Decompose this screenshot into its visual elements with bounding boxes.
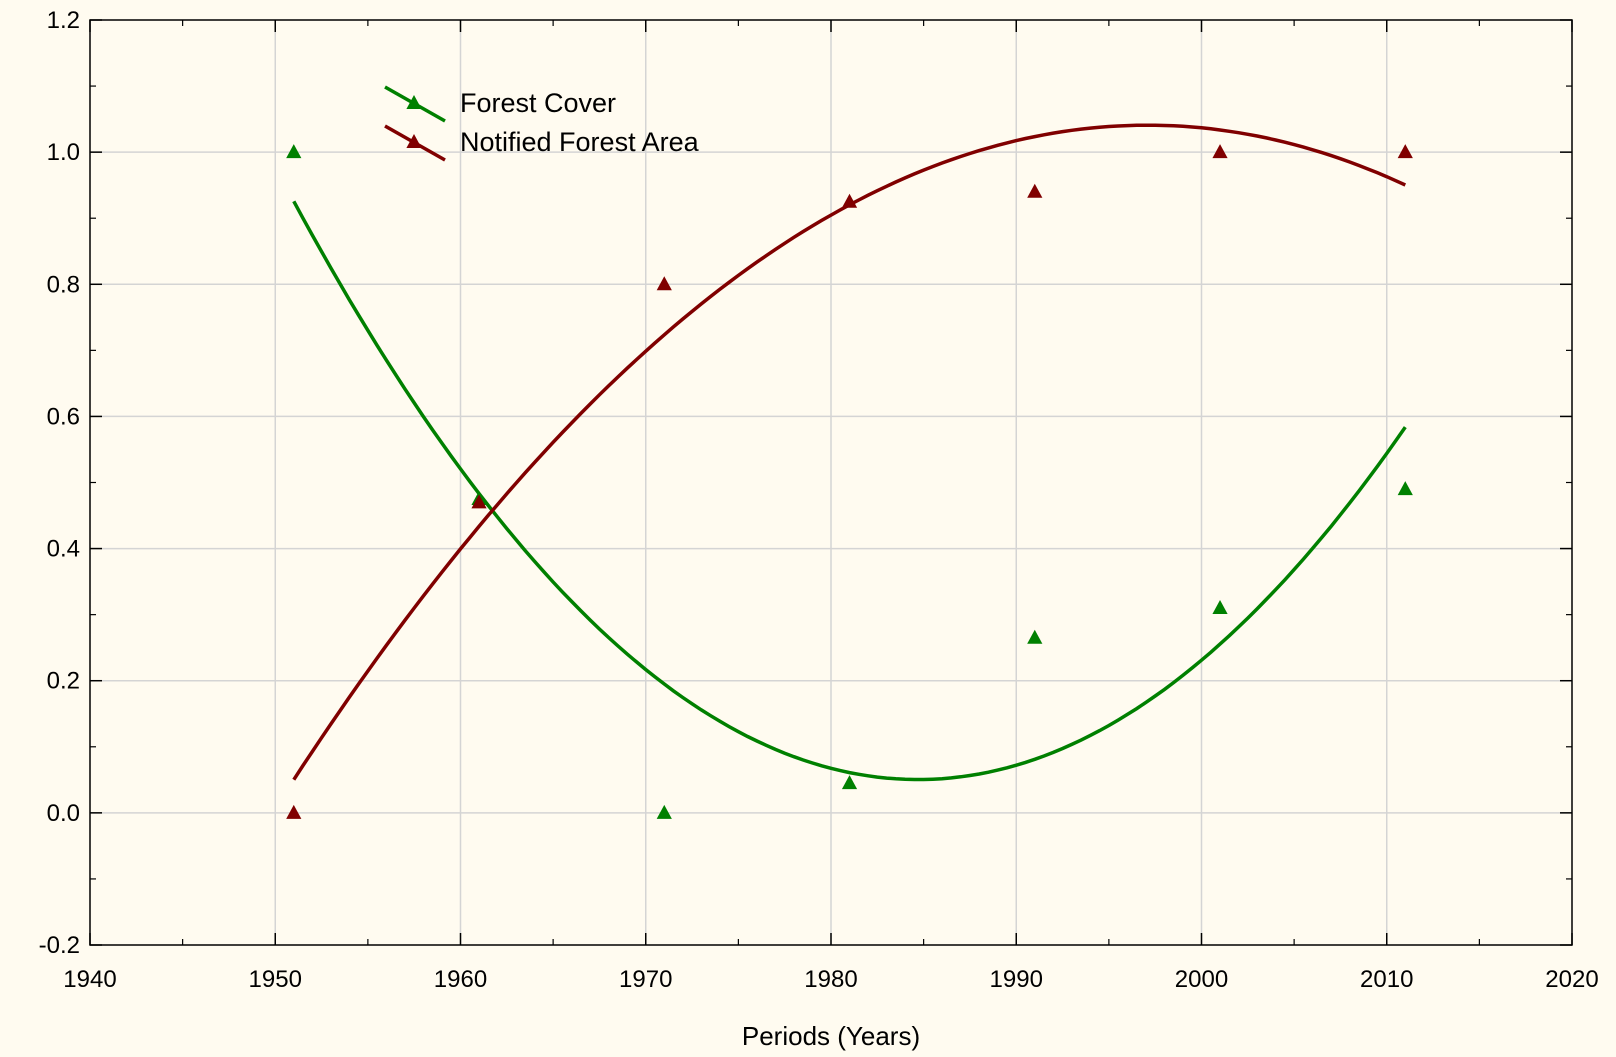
- x-tick-label: 1990: [990, 966, 1043, 993]
- x-tick-label: 1950: [249, 966, 302, 993]
- x-tick-label: 1960: [434, 966, 487, 993]
- y-tick-label: 1.0: [47, 139, 80, 166]
- data-point-notified-forest-area: [841, 193, 858, 208]
- x-tick-label: 2010: [1360, 966, 1413, 993]
- data-point-notified-forest-area: [471, 494, 487, 509]
- y-tick-label: 0.0: [47, 800, 80, 827]
- y-tick-label: 0.4: [47, 536, 80, 563]
- data-point-notified-forest-area: [286, 804, 302, 819]
- x-tick-label: 1970: [619, 966, 672, 993]
- legend-swatch-marker-forest-cover: [406, 95, 422, 109]
- x-tick-label: 2000: [1175, 966, 1228, 993]
- legend-swatch-marker-notified-forest-area: [406, 134, 422, 148]
- data-point-forest-cover: [841, 775, 858, 790]
- data-point-notified-forest-area: [656, 276, 672, 291]
- data-point-notified-forest-area: [1212, 144, 1228, 159]
- x-tick-label: 1980: [804, 966, 857, 993]
- legend-label-notified-forest-area: Notified Forest Area: [460, 127, 700, 157]
- x-tick-label: 2020: [1545, 966, 1598, 993]
- legend: Forest Cover Notified Forest Area: [384, 85, 700, 162]
- legend-label-forest-cover: Forest Cover: [460, 88, 616, 118]
- data-point-forest-cover: [286, 144, 302, 159]
- data-point-forest-cover: [656, 804, 672, 819]
- grid: [90, 20, 1572, 945]
- y-tick-label: 0.6: [47, 403, 80, 430]
- tick-labels: 1940 1950 1960 1970 1980 1990 2000 2010 2020 -0.2…: [39, 7, 1599, 993]
- y-tick-label: 0.8: [47, 271, 80, 298]
- y-tick-label: -0.2: [39, 932, 80, 959]
- data-points: [286, 144, 1413, 819]
- data-point-forest-cover: [1027, 629, 1043, 644]
- data-point-forest-cover: [1212, 600, 1228, 615]
- x-axis-title: Periods (Years): [742, 1021, 920, 1051]
- ticks: [89, 19, 1573, 946]
- y-tick-label: 1.2: [47, 7, 80, 34]
- data-point-notified-forest-area: [1027, 183, 1043, 198]
- x-tick-label: 1940: [63, 966, 116, 993]
- data-point-notified-forest-area: [1397, 144, 1413, 159]
- data-point-forest-cover: [1397, 481, 1413, 496]
- y-tick-label: 0.2: [47, 668, 80, 695]
